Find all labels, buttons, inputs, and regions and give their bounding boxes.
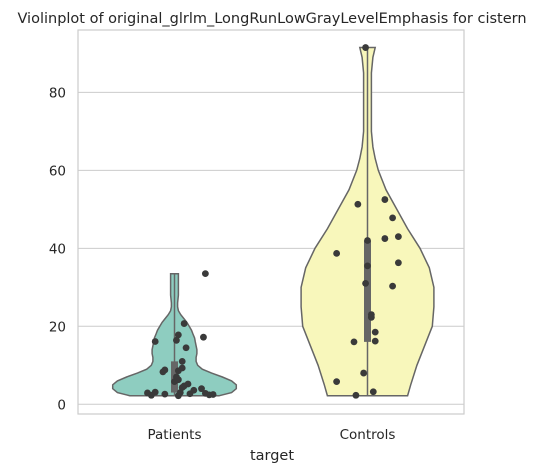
data-point: [394, 259, 402, 267]
data-point: [144, 389, 151, 397]
data-point: [180, 320, 188, 327]
data-point: [182, 344, 190, 352]
data-point: [161, 390, 169, 398]
data-point: [174, 331, 182, 339]
data-point: [364, 262, 371, 270]
chart-title: Violinplot of original_glrlm_LongRunLowG…: [17, 11, 526, 27]
data-point: [161, 366, 169, 374]
data-point: [367, 311, 375, 318]
y-tick-label: 0: [57, 397, 66, 413]
data-point: [354, 200, 362, 208]
data-point: [151, 388, 159, 396]
y-tick-label: 20: [49, 319, 66, 335]
data-point: [389, 282, 396, 290]
data-point: [362, 44, 369, 51]
x-tick-label: Patients: [147, 427, 201, 443]
data-point: [173, 373, 180, 381]
data-point: [371, 337, 379, 345]
data-point: [178, 357, 186, 365]
data-point: [178, 364, 186, 372]
iqr-box-controls: [364, 240, 371, 342]
data-point: [333, 249, 341, 257]
data-point: [381, 196, 389, 203]
data-point: [190, 386, 198, 394]
data-point: [371, 328, 379, 336]
x-axis-label: target: [250, 448, 294, 464]
data-point: [201, 389, 209, 397]
plot-frame: [77, 29, 465, 415]
plot-area: 0 20 40 60 80 Patients Controls: [49, 29, 465, 443]
data-point: [369, 388, 377, 396]
data-point: [389, 214, 396, 222]
data-point: [198, 385, 205, 393]
data-point: [209, 391, 217, 398]
y-tick-label: 80: [49, 85, 66, 101]
data-point: [362, 280, 369, 287]
data-point: [201, 270, 209, 278]
data-point: [151, 338, 159, 345]
data-point: [333, 378, 341, 386]
data-point: [200, 333, 207, 341]
data-point: [364, 237, 371, 244]
data-point: [360, 369, 368, 377]
data-point: [184, 380, 192, 388]
y-tick-label: 60: [49, 163, 66, 179]
data-point: [173, 336, 180, 344]
data-point: [350, 338, 358, 346]
data-point: [394, 233, 402, 241]
y-tick-label: 40: [49, 241, 66, 257]
data-point: [352, 391, 360, 399]
x-tick-label: Controls: [340, 427, 396, 443]
data-point: [381, 235, 389, 242]
